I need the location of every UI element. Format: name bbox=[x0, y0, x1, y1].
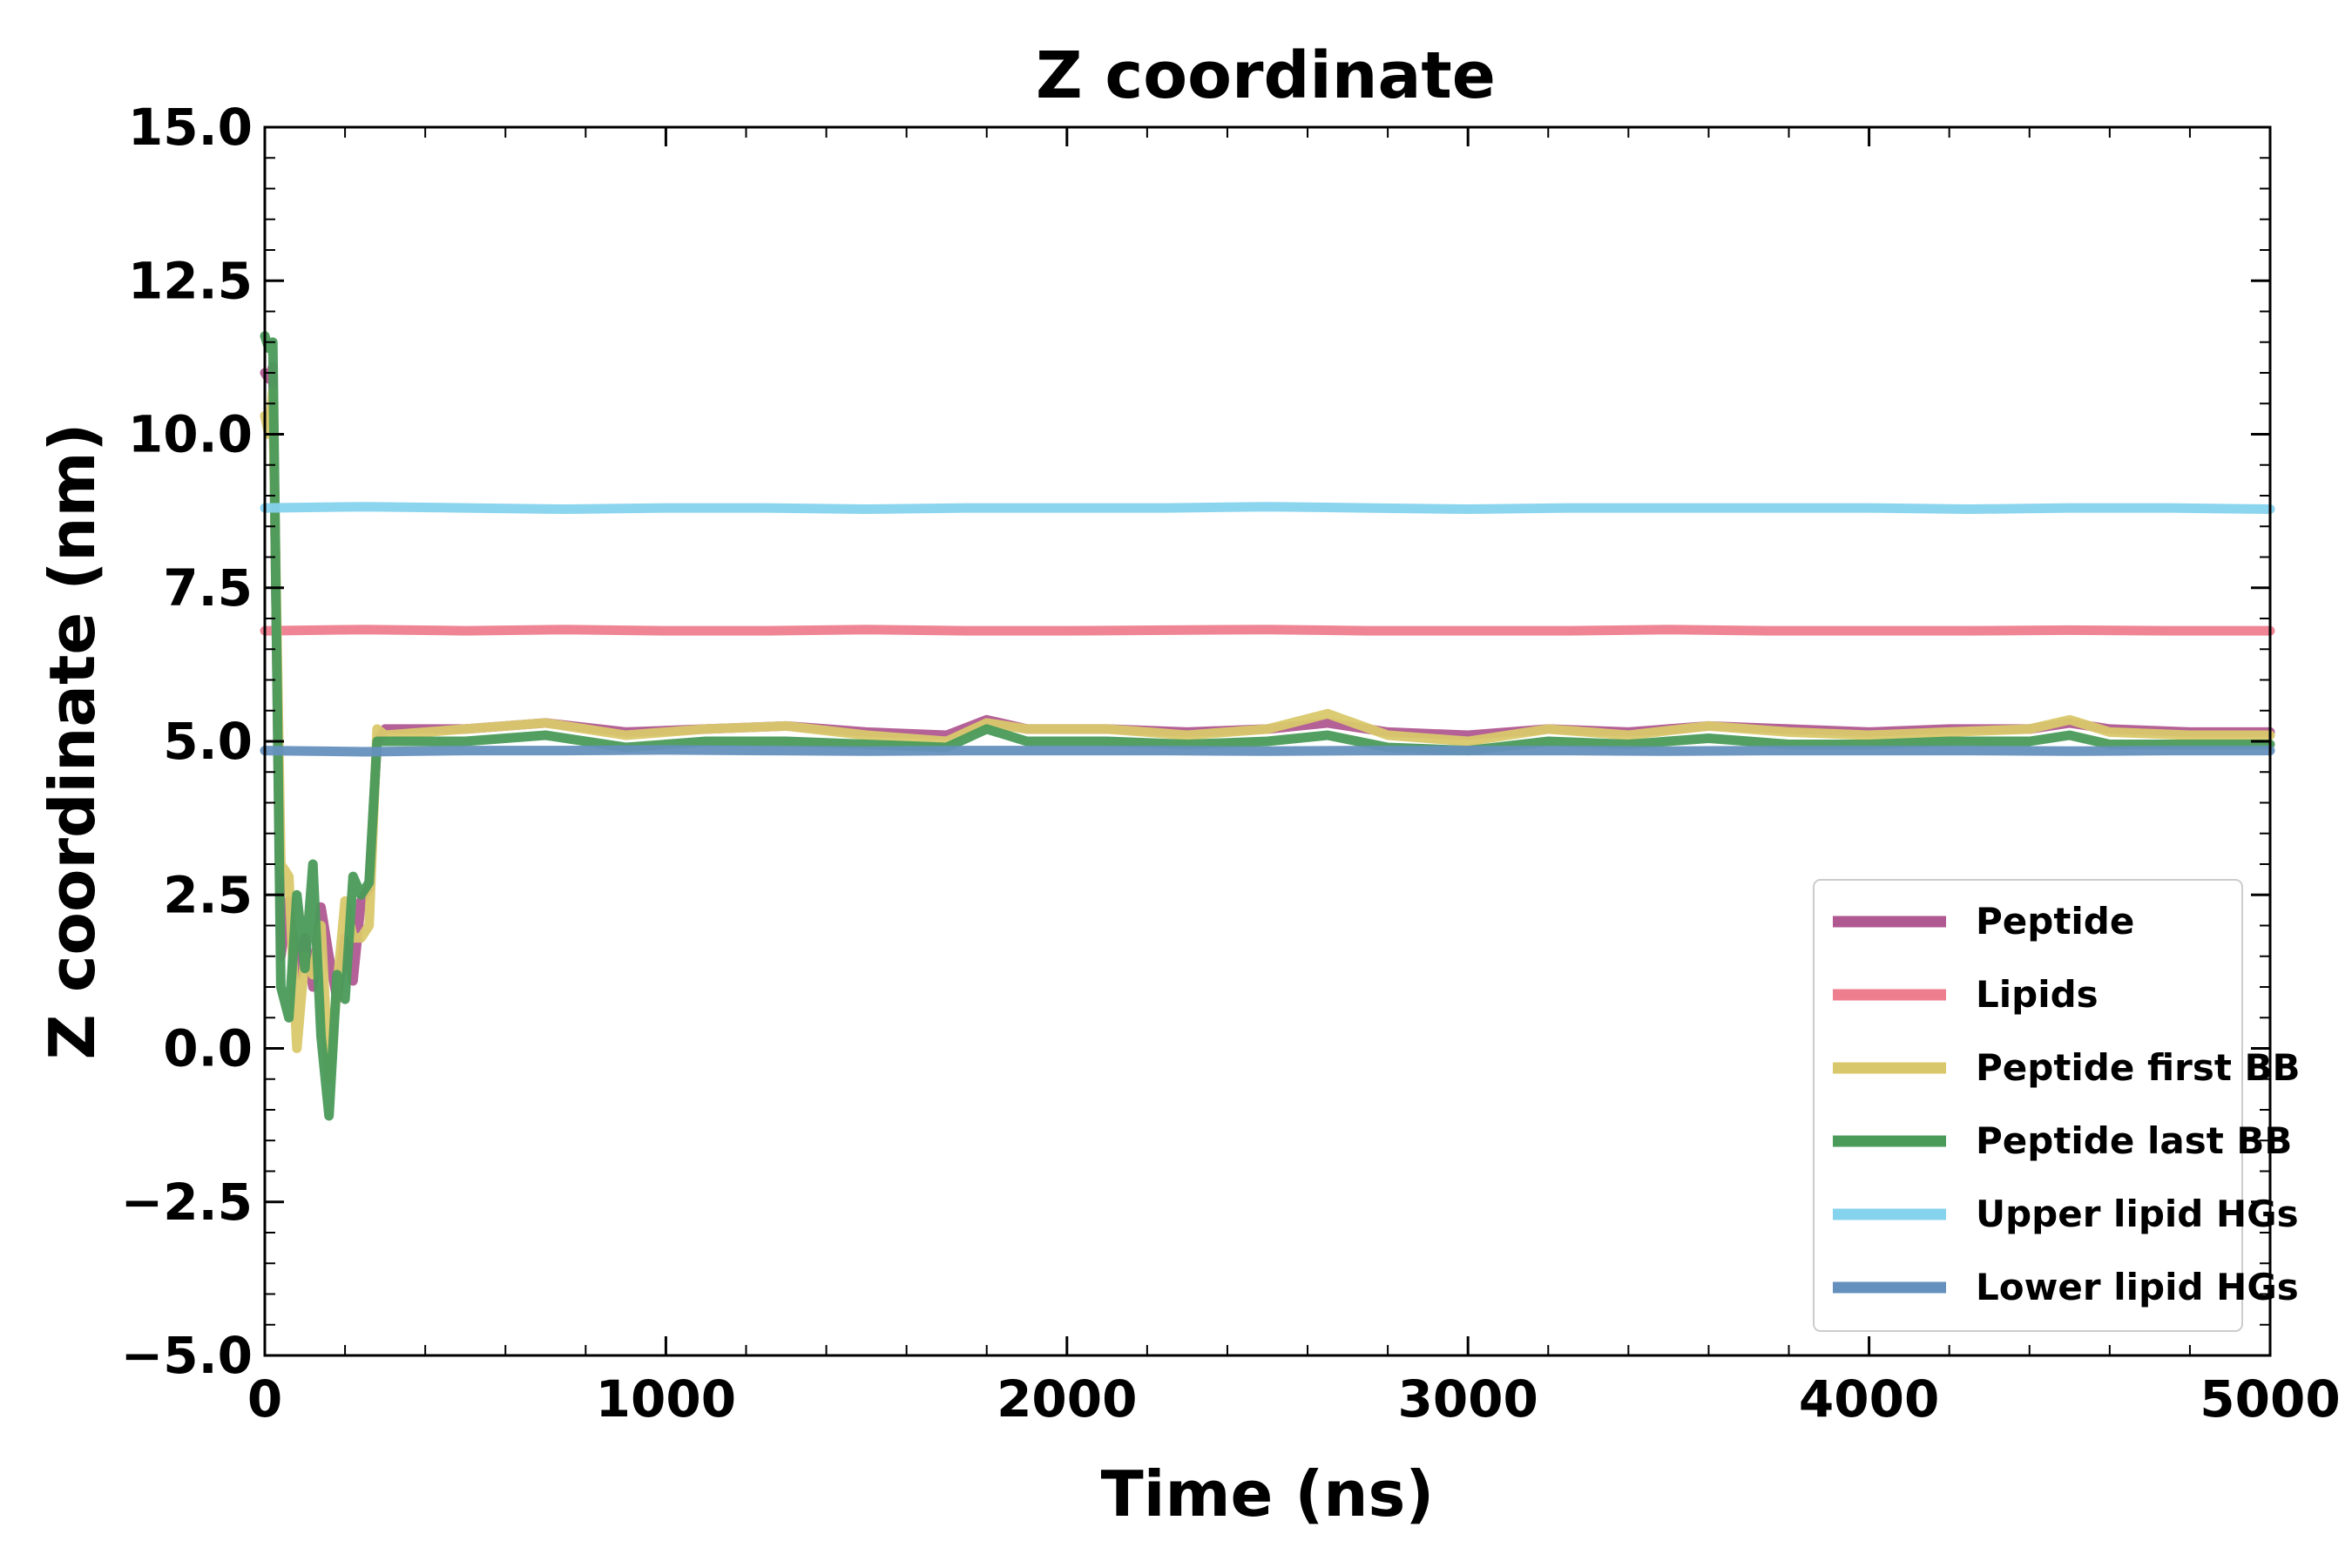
y-tick-label: −5.0 bbox=[121, 1326, 253, 1385]
legend-label-4: Upper lipid HGs bbox=[1976, 1193, 2299, 1235]
tick-layer: 0 1000 2000 3000 4000 5000 −5.0 −2.5 0.0 2.5 5.0 7.… bbox=[121, 98, 2341, 1429]
legend-label-3: Peptide last BB bbox=[1976, 1119, 2292, 1162]
legend-label-0: Peptide bbox=[1976, 900, 2134, 943]
series-layer bbox=[260, 331, 2275, 1121]
legend: Peptide Lipids Peptide first BB Peptide las… bbox=[1813, 879, 2301, 1332]
legend-label-5: Lower lipid HGs bbox=[1976, 1266, 2299, 1308]
y-tick-label: 15.0 bbox=[128, 98, 253, 157]
y-tick-label: 7.5 bbox=[163, 558, 253, 618]
y-tick-label: 0.0 bbox=[163, 1019, 253, 1078]
y-tick-label: −2.5 bbox=[121, 1173, 253, 1232]
x-tick-label: 4000 bbox=[1799, 1369, 1939, 1429]
series-line-5 bbox=[260, 745, 2275, 757]
legend-box bbox=[1813, 879, 2243, 1332]
series-line-4 bbox=[260, 502, 2275, 514]
x-tick-label: 2000 bbox=[997, 1369, 1137, 1429]
x-tick-label: 3000 bbox=[1397, 1369, 1538, 1429]
series-line-3 bbox=[260, 331, 2275, 1121]
legend-label-2: Peptide first BB bbox=[1976, 1046, 2301, 1089]
y-tick-label: 12.5 bbox=[128, 251, 253, 310]
plot-frame bbox=[263, 125, 2272, 1357]
x-tick-label: 1000 bbox=[596, 1369, 736, 1429]
y-tick-label: 5.0 bbox=[163, 712, 253, 771]
x-axis-label: Time (ns) bbox=[1101, 1457, 1435, 1531]
x-tick-label: 0 bbox=[247, 1369, 282, 1429]
series-line-1 bbox=[260, 625, 2275, 636]
y-tick-label: 10.0 bbox=[128, 405, 253, 464]
y-axis-label: Z coordinate (nm) bbox=[36, 423, 109, 1060]
legend-label-1: Lipids bbox=[1976, 973, 2099, 1016]
y-tick-label: 2.5 bbox=[163, 865, 253, 924]
series-line-2 bbox=[260, 386, 2275, 1085]
x-tick-label: 5000 bbox=[2200, 1369, 2340, 1429]
chart-title: Z coordinate bbox=[1036, 38, 1496, 113]
